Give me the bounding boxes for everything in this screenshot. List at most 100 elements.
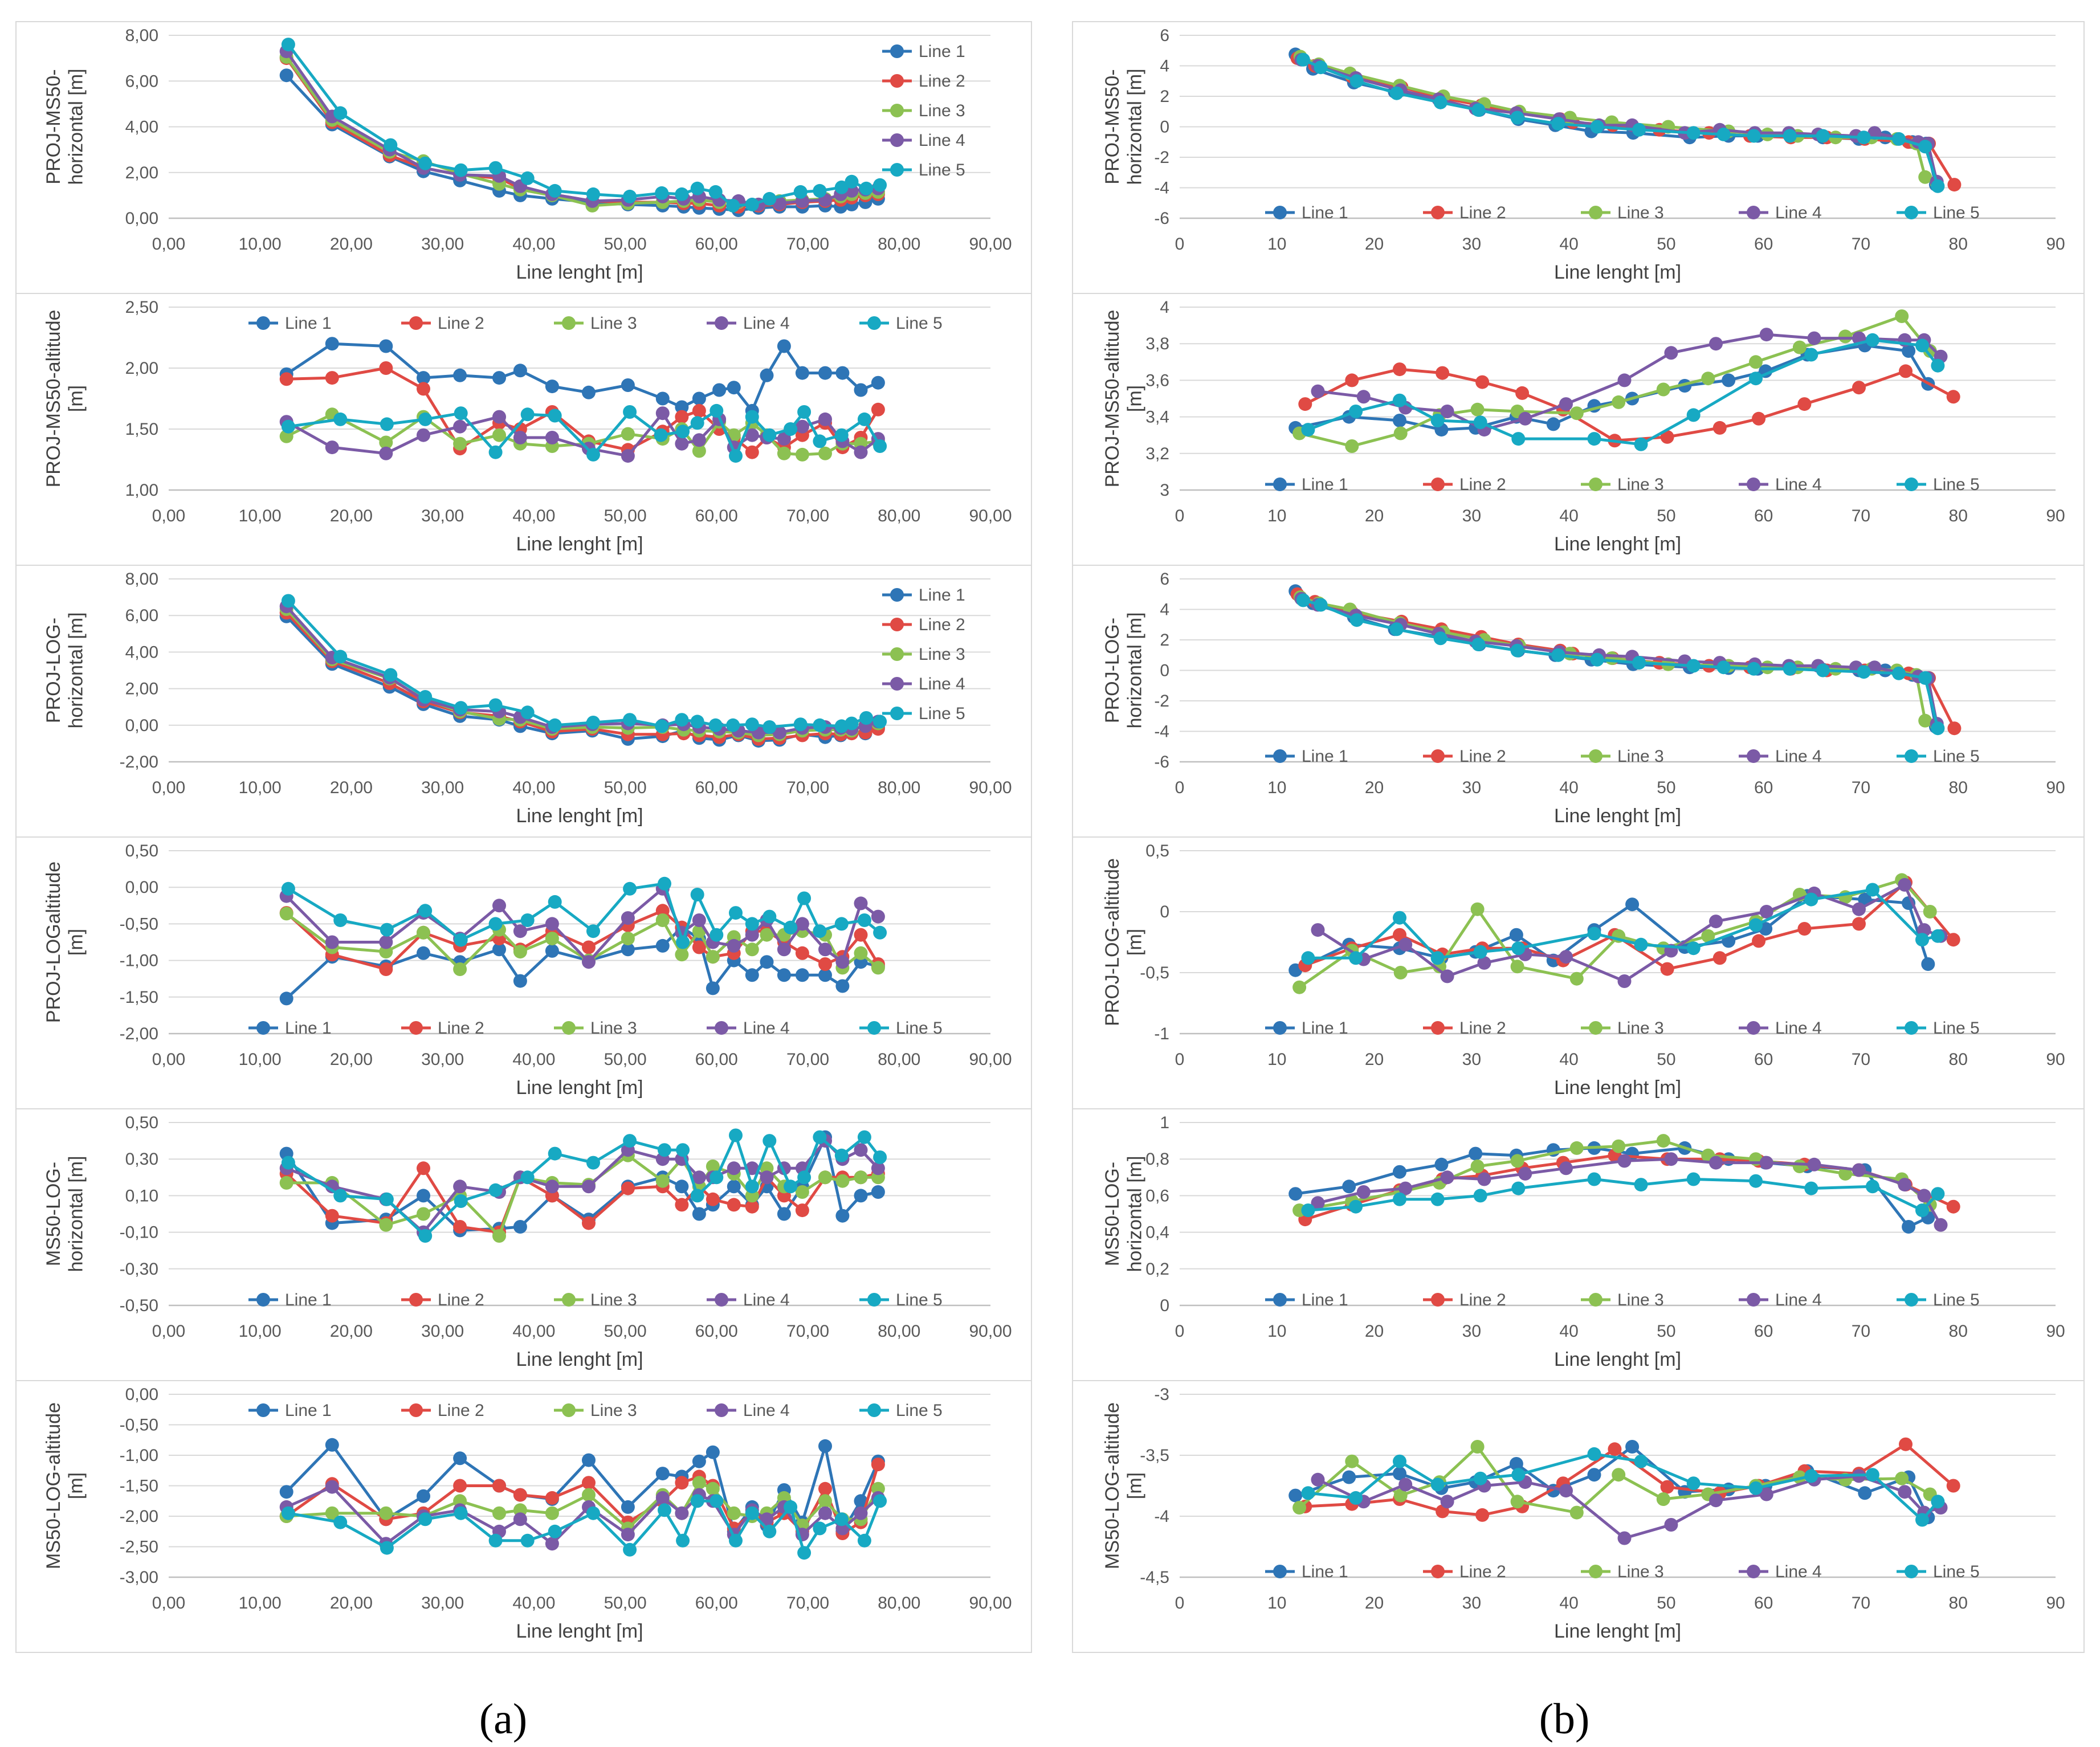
data-point	[545, 944, 559, 958]
x-tick-label: 90,00	[969, 778, 1012, 797]
data-point	[453, 1179, 467, 1194]
y-tick-label: -3,5	[1140, 1446, 1169, 1465]
x-axis-title: Line lenght [m]	[1554, 1621, 1681, 1642]
data-point	[1838, 1166, 1853, 1181]
legend-marker	[409, 1293, 423, 1307]
data-point	[513, 974, 527, 988]
x-tick-label: 30,00	[421, 1594, 464, 1613]
x-tick-label: 90	[2046, 507, 2065, 525]
legend-item: Line 4	[707, 314, 790, 333]
data-point	[854, 1506, 868, 1520]
data-point	[854, 383, 868, 397]
data-point	[279, 68, 293, 83]
legend-label: Line 5	[896, 1401, 943, 1420]
legend-item: Line 5	[859, 1019, 943, 1038]
data-point	[708, 718, 723, 732]
data-point	[690, 1494, 704, 1508]
data-point	[1301, 423, 1315, 437]
legend-marker	[1589, 749, 1602, 763]
legend-label: Line 4	[919, 131, 965, 150]
legend: Line 1 Line 2 Line 3 Line 4 Line 5	[882, 42, 965, 179]
y-tick-label: -1,00	[120, 952, 158, 970]
y-tick-label: 6,00	[125, 606, 158, 625]
x-tick-label: 80,00	[878, 1594, 920, 1613]
caption-a: (a)	[479, 1695, 527, 1743]
data-point	[513, 1488, 527, 1502]
legend-item: Line 1	[1265, 1019, 1348, 1038]
legend-marker	[890, 618, 904, 631]
data-point	[762, 428, 777, 442]
data-point	[1797, 397, 1812, 411]
data-point	[834, 1148, 849, 1162]
data-point	[1867, 660, 1882, 675]
x-tick-label: 10	[1267, 507, 1286, 525]
data-point	[1686, 1172, 1701, 1186]
x-tick-label: 80,00	[878, 507, 920, 525]
x-tick-label: 80	[1949, 1594, 1968, 1613]
data-point	[333, 1189, 348, 1203]
data-point	[488, 161, 503, 175]
data-point	[1632, 123, 1646, 137]
data-point	[1858, 1486, 1872, 1500]
data-point	[835, 955, 850, 969]
y-tick-label: 4,00	[125, 118, 158, 137]
data-point	[873, 1494, 887, 1508]
data-point	[1393, 1454, 1406, 1468]
data-point	[813, 718, 827, 732]
data-point	[676, 935, 690, 949]
y-tick-label: -0,30	[120, 1260, 158, 1279]
legend-label: Line 1	[285, 1291, 332, 1309]
y-tick-label: 0,00	[125, 209, 158, 228]
data-point	[1617, 974, 1632, 988]
legend-marker	[867, 1021, 881, 1035]
data-point	[545, 932, 559, 946]
data-point	[1509, 928, 1523, 942]
legend-label: Line 1	[1302, 747, 1348, 766]
x-tick-label: 80,00	[878, 1050, 920, 1069]
data-point	[545, 1537, 559, 1551]
y-tick-label: 1,00	[125, 481, 158, 500]
data-point	[1471, 103, 1486, 117]
x-tick-label: 10,00	[239, 1322, 282, 1341]
data-point	[380, 417, 394, 431]
legend-marker	[409, 1403, 423, 1417]
x-tick-label: 10,00	[239, 778, 282, 797]
data-point	[1612, 1468, 1626, 1482]
data-point	[325, 1209, 339, 1223]
data-point	[1656, 1492, 1670, 1506]
legend-item: Line 1	[248, 1291, 332, 1309]
data-point	[1473, 1471, 1487, 1485]
data-point	[1686, 1476, 1701, 1491]
data-point	[1477, 956, 1491, 970]
legend-label: Line 1	[1302, 475, 1348, 494]
data-point	[1783, 129, 1797, 143]
data-point	[1816, 663, 1830, 677]
legend-label: Line 4	[1775, 1562, 1822, 1581]
data-point	[1749, 372, 1763, 386]
x-tick-label: 50,00	[604, 235, 647, 254]
data-point	[379, 935, 393, 949]
data-point	[1892, 666, 1906, 680]
data-point	[818, 942, 832, 957]
data-point	[1398, 1477, 1413, 1492]
y-axis-title: MS50-LOG-altitude[m]	[1102, 1402, 1145, 1569]
x-tick-label: 50,00	[604, 507, 647, 525]
x-tick-label: 30	[1462, 778, 1481, 797]
legend-marker	[1905, 749, 1918, 763]
data-point	[513, 1512, 527, 1526]
y-tick-label: 0,00	[125, 878, 158, 897]
x-axis-title: Line lenght [m]	[1554, 805, 1681, 827]
legend-marker	[1431, 749, 1445, 763]
series-line-5	[281, 403, 887, 463]
data-point	[279, 1175, 293, 1190]
x-tick-label: 0	[1175, 1594, 1185, 1613]
data-point	[795, 447, 809, 462]
legend-label: Line 5	[1933, 203, 1980, 222]
data-point	[655, 719, 669, 733]
y-axis-title: PROJ-MS50-altitude[m]	[43, 310, 87, 488]
y-axis-title: PROJ-LOG-horizontal [m]	[1102, 612, 1145, 728]
y-tick-label: 2,00	[125, 164, 158, 182]
y-axis-title: MS50-LOG-horizontal [m]	[1102, 1156, 1145, 1272]
y-axis-title: PROJ-MS50-horizontal [m]	[43, 68, 87, 185]
data-point	[1393, 1488, 1408, 1503]
